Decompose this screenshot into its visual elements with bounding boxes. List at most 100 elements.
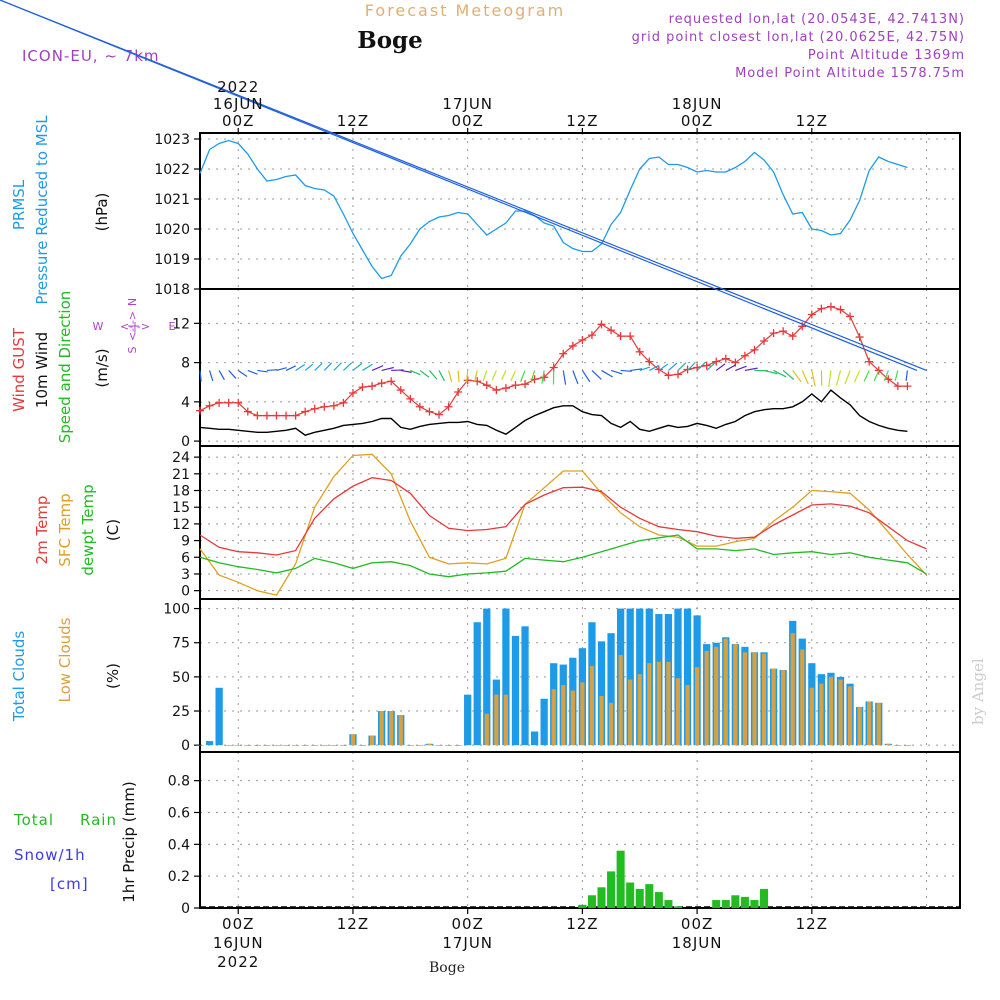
low-clouds-bar — [675, 678, 681, 746]
wind-direction-arrow — [610, 369, 623, 375]
top-time-label: 2022 — [217, 78, 259, 96]
rain-bar — [616, 850, 625, 908]
low-clouds-bar — [838, 679, 843, 746]
gust-marker — [282, 411, 291, 420]
low-clouds-bar — [752, 652, 757, 746]
total-clouds-bar — [196, 745, 204, 746]
gust-marker — [836, 305, 845, 314]
wind-direction-arrow — [501, 370, 507, 380]
wind-direction-arrow — [474, 370, 478, 382]
gust-marker — [501, 384, 510, 393]
wind-direction-arrow — [314, 362, 323, 371]
wind-direction-arrow — [763, 369, 778, 375]
gust-marker — [760, 337, 769, 346]
total-clouds-bar — [607, 633, 615, 746]
wind-direction-arrow — [630, 368, 643, 372]
low-clouds-bar — [350, 734, 356, 746]
low-clouds-bar — [551, 689, 556, 746]
wind-ytick-label: 4 — [181, 395, 190, 411]
low-clouds-bar — [580, 682, 585, 746]
gust-marker — [444, 402, 453, 411]
rain-bar — [664, 900, 673, 908]
wind-direction-arrow — [801, 370, 809, 385]
wind-direction-arrow — [333, 362, 342, 371]
gust-marker — [540, 373, 549, 382]
wind-direction-arrow — [873, 370, 880, 382]
gust-marker — [568, 341, 577, 350]
wind-direction-arrow — [447, 370, 453, 383]
rain-bar — [731, 895, 740, 908]
gust-marker — [750, 345, 759, 354]
wind-direction-arrow — [304, 363, 314, 371]
gust-marker — [559, 349, 568, 358]
wind-direction-arrow — [894, 370, 899, 381]
low-clouds-bar — [876, 702, 881, 746]
model-label: ICON-EU, ~ 7km — [22, 47, 160, 65]
wind-direction-arrow — [482, 370, 488, 382]
low-clouds-bar — [695, 667, 700, 746]
low-clouds-bar — [723, 638, 728, 746]
gust-marker — [348, 389, 357, 398]
total-clouds-bar — [301, 745, 309, 746]
gust-marker — [396, 386, 405, 395]
total-clouds-bar — [282, 745, 290, 746]
pressure-frame — [199, 132, 961, 290]
wind-direction-arrow — [438, 370, 445, 382]
pressure-ytick-label: 1023 — [154, 132, 190, 148]
wind-direction-arrow — [828, 370, 832, 388]
wind-direction-arrow — [668, 362, 678, 371]
wind-direction-arrow — [266, 369, 278, 372]
wind-direction-arrow — [658, 363, 669, 371]
wind-ytick-label: 12 — [172, 316, 190, 332]
total-clouds-bar — [330, 745, 338, 746]
low-clouds-bar — [819, 683, 824, 746]
wind-direction-arrow — [696, 361, 706, 371]
bottom-time-label: 00Z — [681, 915, 713, 933]
rain-bar — [721, 900, 730, 908]
wind-direction-arrow — [428, 370, 438, 380]
total-clouds-bar — [215, 687, 223, 746]
compass-east: E — [169, 320, 176, 333]
gust-marker — [654, 365, 663, 374]
top-time-label: 12Z — [796, 112, 828, 130]
low-clouds-bar — [389, 711, 394, 746]
gust-marker — [320, 402, 329, 411]
temp2m-label: 2m Temp — [33, 496, 51, 565]
pressure-line — [199, 139, 908, 280]
gust-marker — [272, 411, 281, 420]
temp-ytick-label: 21 — [172, 467, 190, 483]
compass-west: W — [93, 320, 104, 333]
wind-direction-arrow — [844, 370, 851, 385]
precip-rain-label: Rain — [80, 811, 117, 829]
wind-direction-arrow — [541, 370, 545, 384]
temp-unit: (C) — [104, 519, 122, 541]
wind-direction-arrow — [295, 363, 306, 371]
clouds-ytick-label: 0 — [181, 738, 190, 754]
low-clouds-bar — [828, 676, 834, 746]
total-clouds-bar — [511, 635, 520, 746]
wind-direction-label: Speed and Direction — [56, 291, 74, 444]
wind-direction-arrow — [706, 362, 716, 371]
total-clouds-bar — [320, 745, 328, 746]
gust-marker — [521, 380, 530, 389]
wind-direction-arrow — [228, 370, 237, 379]
gust-marker — [645, 357, 654, 366]
precip-unit: 1hr Precip (mm) — [120, 781, 138, 902]
low-clouds-bar — [781, 670, 786, 746]
dewpt-label: dewpt Temp — [79, 484, 97, 575]
total-clouds-bar — [205, 741, 214, 746]
gust-marker — [664, 371, 673, 380]
total-clouds-bar — [903, 745, 912, 746]
precip-frame — [199, 751, 961, 909]
low-clouds-bar — [742, 652, 748, 746]
bottom-time-label: 00Z — [451, 915, 483, 933]
low-clouds-bar — [685, 685, 690, 746]
wind-direction-arrow — [520, 370, 526, 382]
low-clouds-bar — [379, 711, 384, 746]
precip-snow-unit: [cm] — [50, 875, 89, 893]
temp-ytick-label: 15 — [172, 500, 190, 516]
total-clouds-bar — [483, 608, 491, 746]
gust-marker — [358, 383, 367, 392]
wind-direction-arrow — [601, 369, 613, 378]
